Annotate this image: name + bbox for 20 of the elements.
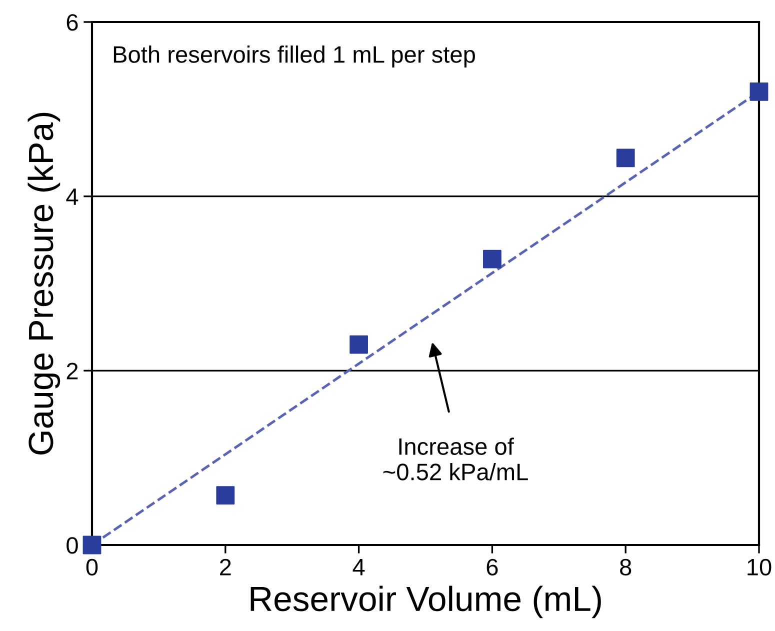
point [616,148,635,168]
y-tick-label: 4 [66,188,78,205]
point [82,536,102,554]
x-tick-label: 4 [352,559,365,576]
annotation: Increase of ~0.52 kPa/mL [383,438,528,480]
x-tick-label: 8 [620,558,632,576]
x-tick-label: 10 [748,558,772,576]
y-tick-label: 2 [66,362,78,380]
x-axis-title: Reservoir Volume (mL) [250,586,601,618]
x-tick-label: 0 [86,558,98,576]
y-tick-label: 0 [66,537,78,554]
point [750,82,768,101]
point [483,250,502,268]
y-axis-title: Gauge Pressure (kPa) [28,112,60,454]
y-tick-label: 6 [66,14,78,31]
annotation: Both reservoirs filled 1 mL per step [114,46,475,68]
x-tick-label: 6 [486,558,498,576]
point [216,486,235,505]
point [350,335,368,354]
x-tick-label: 2 [220,558,231,576]
